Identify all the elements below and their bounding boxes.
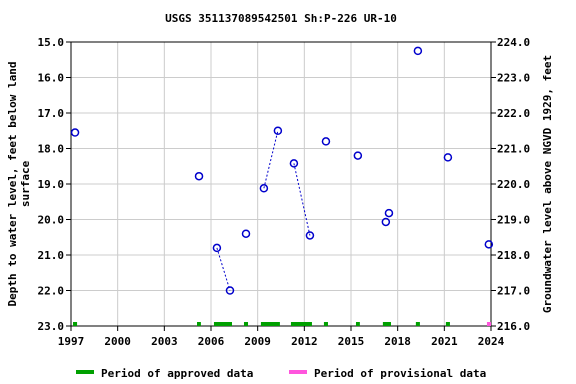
y2-tick-label: 216.0: [497, 320, 530, 333]
period-bar: [323, 322, 328, 326]
y2-tick-label: 223.0: [497, 72, 530, 85]
period-bar: [486, 322, 491, 326]
data-point: [484, 240, 494, 249]
period-bar: [445, 322, 450, 326]
legend-label: Period of approved data: [101, 367, 253, 380]
x-tick-label: 2024: [478, 335, 505, 348]
x-tick-label: 2012: [291, 335, 318, 348]
data-point: [443, 153, 453, 162]
period-bar: [355, 322, 360, 326]
y-tick-label: 20.0: [38, 214, 65, 227]
period-bar: [243, 322, 249, 326]
y-tick-label: 21.0: [38, 249, 65, 262]
x-tick-label: 2009: [244, 335, 271, 348]
data-point: [70, 128, 80, 137]
y2-axis-label: Groundwater level above NGVD 1929, feet: [541, 55, 554, 313]
y-tick-label: 19.0: [38, 178, 65, 191]
data-point: [273, 126, 283, 135]
y2-tick-label: 220.0: [497, 178, 530, 191]
data-point: [212, 243, 222, 253]
x-tick-label: 2006: [198, 335, 225, 348]
data-point: [381, 217, 391, 227]
y2-tick-label: 217.0: [497, 285, 530, 298]
y-tick-label: 18.0: [38, 143, 65, 156]
x-tick-label: 1997: [58, 335, 85, 348]
y2-tick-label: 219.0: [497, 214, 530, 227]
period-bar: [260, 322, 280, 326]
data-point: [289, 159, 299, 168]
data-point: [241, 229, 251, 238]
y-axis-label-line: Depth to water level, feet below land: [6, 61, 19, 306]
legend-label: Period of provisional data: [314, 367, 486, 380]
period-bar: [382, 322, 391, 326]
y-tick-label: 22.0: [38, 285, 65, 298]
data-point: [321, 137, 331, 146]
data-point: [413, 46, 423, 56]
y-axis-label: Depth to water level, feet below landsur…: [6, 61, 32, 306]
y2-tick-label: 222.0: [497, 107, 530, 120]
y-tick-label: 16.0: [38, 72, 65, 85]
y-tick-label: 17.0: [38, 107, 65, 120]
data-point: [305, 231, 315, 240]
data-point: [194, 171, 204, 181]
period-bar: [290, 322, 312, 326]
data-point: [259, 184, 269, 193]
chart-title: USGS 351137089542501 Sh:P-226 UR-10: [165, 12, 397, 25]
period-bar: [73, 322, 78, 326]
x-tick-label: 2000: [104, 335, 131, 348]
data-point: [384, 208, 394, 218]
y2-tick-label: 221.0: [497, 143, 530, 156]
y2-tick-label: 224.0: [497, 36, 530, 49]
x-tick-label: 2018: [384, 335, 411, 348]
period-bar: [197, 322, 201, 326]
data-point: [225, 286, 235, 295]
legend-swatch: [76, 370, 94, 374]
x-tick-label: 2015: [338, 335, 365, 348]
y-axis-label-line: surface: [19, 160, 32, 207]
period-bar: [213, 322, 232, 326]
data-point: [353, 151, 363, 160]
legend-swatch: [289, 370, 307, 374]
y-tick-label: 23.0: [38, 320, 65, 333]
period-bar: [415, 322, 420, 326]
y2-tick-label: 218.0: [497, 249, 530, 262]
x-tick-label: 2021: [431, 335, 458, 348]
y-tick-label: 15.0: [38, 36, 65, 49]
x-tick-label: 2003: [151, 335, 178, 348]
plot-frame: [70, 41, 492, 327]
